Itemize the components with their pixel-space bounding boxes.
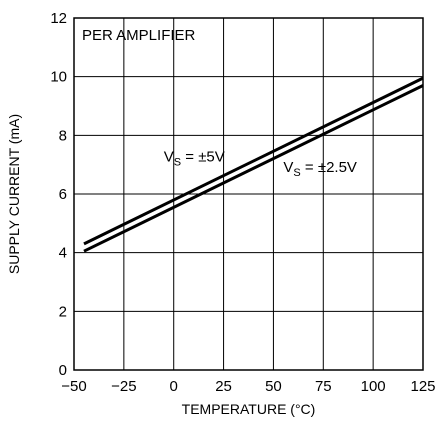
y-tick-label: 4 — [59, 245, 67, 262]
x-tick-label: 25 — [215, 378, 232, 395]
series-label-sub: S — [174, 157, 181, 169]
y-tick-label: 2 — [59, 303, 67, 320]
x-tick-label: 0 — [170, 378, 178, 395]
y-tick-label: 8 — [59, 127, 67, 144]
x-tick-label: 125 — [410, 378, 435, 395]
x-tick-label: 75 — [315, 378, 332, 395]
series-label-sub: S — [293, 167, 300, 179]
x-tick-label: 100 — [361, 378, 386, 395]
series-label-vs-2-5v: VS = ±2.5V — [283, 159, 357, 179]
grid-lines — [74, 18, 423, 370]
y-axis-title: SUPPLY CURRENT (mA) — [6, 114, 22, 274]
series-label-main: V — [164, 149, 174, 166]
series-line-vs-2-5v — [83, 84, 424, 253]
series-line-vs-5v — [83, 76, 424, 246]
x-axis-title: TEMPERATURE (°C) — [182, 401, 316, 417]
y-tick-label: 12 — [50, 10, 67, 27]
x-tick-label: −25 — [111, 378, 136, 395]
per-amplifier-label: PER AMPLIFIER — [82, 27, 196, 44]
x-tick-label: −50 — [61, 378, 86, 395]
series-label-rest: = ±5V — [181, 149, 225, 166]
y-tick-label: 0 — [59, 362, 67, 379]
y-tick-label: 10 — [50, 69, 67, 86]
series-label-rest: = ±2.5V — [301, 159, 357, 176]
plot-frame — [73, 17, 424, 371]
y-tick-label: 6 — [59, 186, 67, 203]
x-tick-label: 50 — [265, 378, 282, 395]
tick-labels: −50 −25 0 25 50 75 100 125 0 2 4 6 8 10 12 — [50, 10, 435, 395]
series-label-vs-5v: VS = ±5V — [164, 149, 225, 169]
series-layer — [83, 76, 424, 253]
series-label-main: V — [283, 159, 293, 176]
